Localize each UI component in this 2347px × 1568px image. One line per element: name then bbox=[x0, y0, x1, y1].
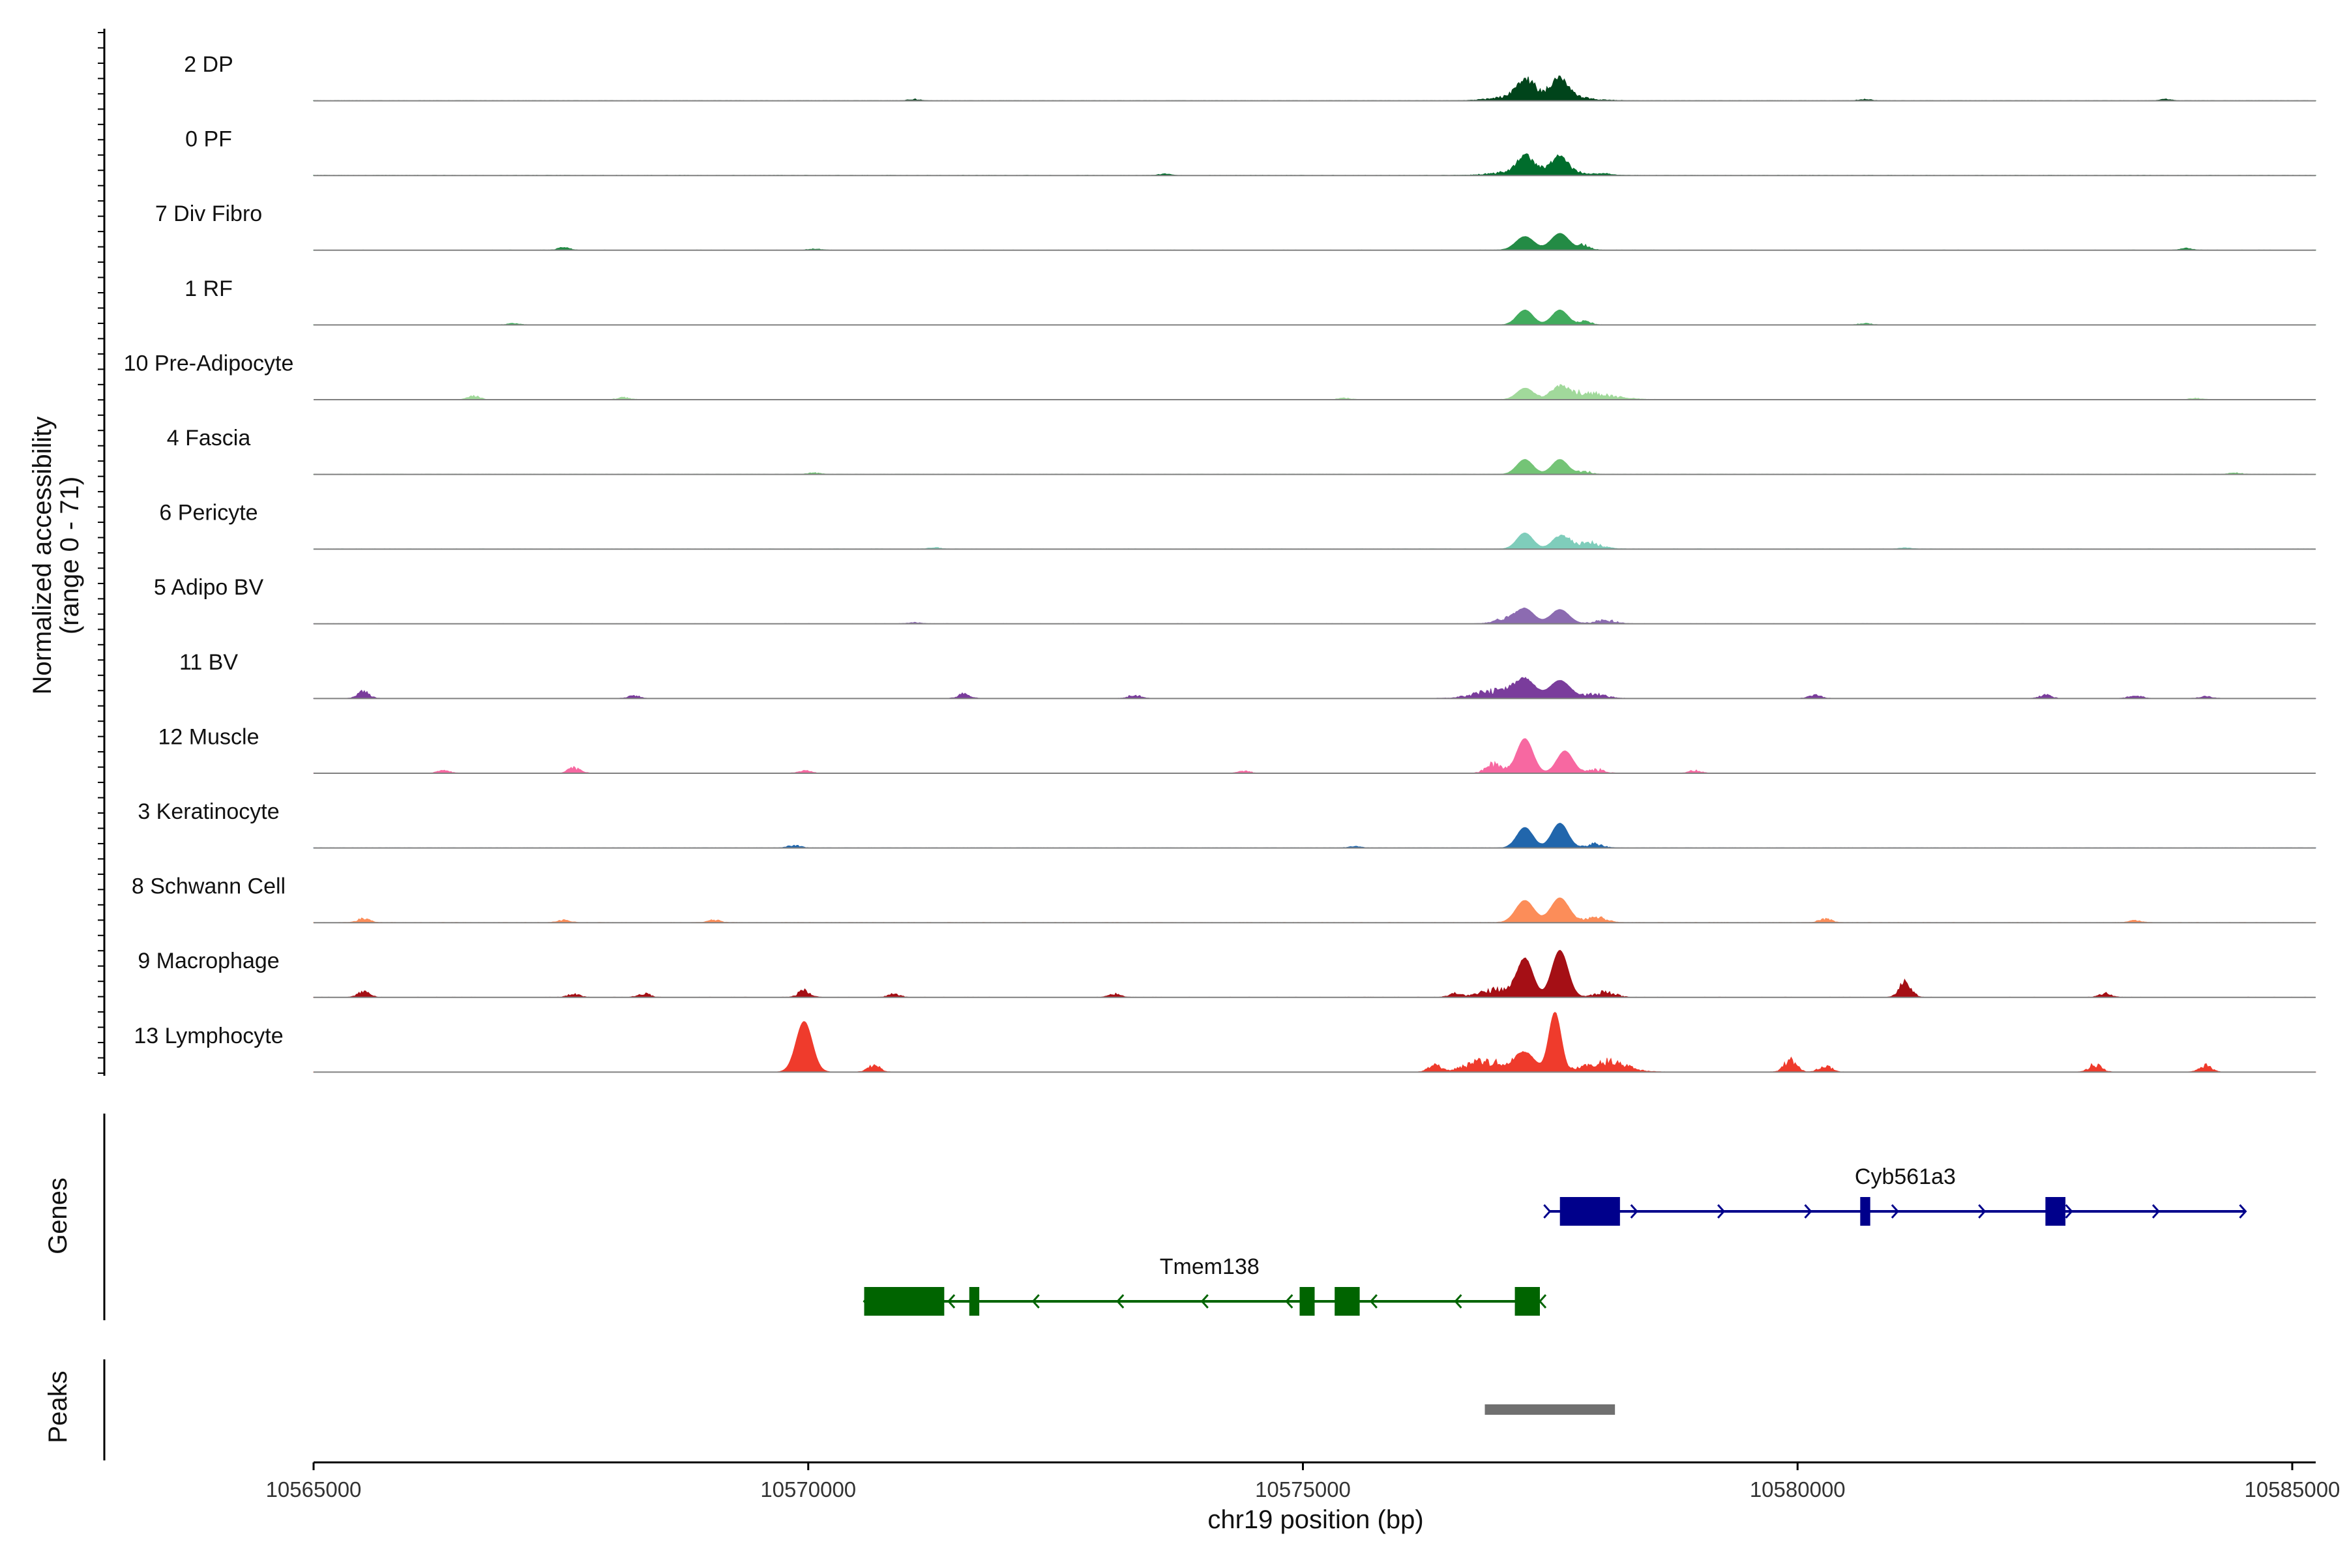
strand-arrow bbox=[1978, 1204, 1986, 1219]
strand-arrow bbox=[1200, 1294, 1209, 1309]
gene: Cyb561a3 bbox=[1543, 1164, 2247, 1226]
strand-arrow bbox=[1369, 1294, 1378, 1309]
x-axis: 10565000 10570000 10575000 10580000 10585000 bbox=[266, 1461, 2340, 1501]
track-label: 7 Div Fibro bbox=[155, 201, 262, 226]
track-label: 6 Pericyte bbox=[159, 501, 258, 525]
strand-arrow bbox=[1543, 1204, 1552, 1219]
x-tick-label: 10585000 bbox=[2245, 1477, 2340, 1501]
track-label: 8 Schwann Cell bbox=[132, 874, 286, 899]
coverage-area bbox=[313, 153, 2316, 176]
coverage-area bbox=[313, 677, 2316, 699]
gene-exon bbox=[1514, 1287, 1540, 1316]
coverage-track: 3 Keratinocyte bbox=[138, 799, 2316, 849]
coverage-track: 10 Pre-Adipocyte bbox=[124, 351, 2316, 400]
strand-arrow bbox=[1031, 1294, 1040, 1309]
peak-region bbox=[1484, 1404, 1616, 1415]
coverage-track: 11 BV bbox=[179, 650, 2316, 700]
y-axis-title-line2: (range 0 - 71) bbox=[55, 477, 84, 634]
coverage-area bbox=[313, 897, 2316, 923]
gene-name: Cyb561a3 bbox=[1855, 1164, 1956, 1189]
coverage-track: 0 PF bbox=[185, 127, 2316, 177]
genes-track-label: Genes bbox=[44, 1177, 72, 1254]
track-label: 3 Keratinocyte bbox=[138, 799, 279, 824]
gene-exon bbox=[1299, 1287, 1315, 1316]
strand-arrow bbox=[1538, 1294, 1547, 1309]
gene-exon bbox=[864, 1287, 945, 1316]
peaks-track-label: Peaks bbox=[44, 1370, 72, 1443]
track-label: 9 Macrophage bbox=[138, 949, 279, 973]
track-label: 4 Fascia bbox=[167, 426, 251, 451]
gene-exon bbox=[1335, 1287, 1360, 1316]
coverage-area bbox=[313, 383, 2316, 400]
coverage-area bbox=[313, 75, 2316, 102]
x-tick-label: 10570000 bbox=[760, 1477, 856, 1501]
coverage-track: 1 RF bbox=[185, 276, 2316, 326]
coverage-area bbox=[313, 532, 2316, 550]
peak-track bbox=[103, 1359, 1616, 1460]
strand-arrow bbox=[2065, 1204, 2073, 1219]
coverage-area bbox=[313, 950, 2316, 998]
coverage-track: 8 Schwann Cell bbox=[132, 874, 2316, 924]
x-tick-label: 10580000 bbox=[1750, 1477, 1846, 1501]
strand-arrow bbox=[947, 1294, 956, 1309]
strand-arrow bbox=[1717, 1204, 1726, 1219]
coverage-track: 6 Pericyte bbox=[159, 501, 2316, 550]
gene-exon bbox=[2045, 1197, 2066, 1226]
coverage-track: 9 Macrophage bbox=[138, 949, 2316, 998]
track-label: 0 PF bbox=[185, 127, 232, 152]
gene-annotation-track: Cyb561a3 Tmem138 bbox=[103, 1114, 2247, 1320]
x-tick-label: 10575000 bbox=[1255, 1477, 1351, 1501]
coverage-area bbox=[313, 738, 2316, 774]
gene-exon bbox=[1860, 1197, 1870, 1226]
track-label: 13 Lymphocyte bbox=[134, 1024, 283, 1048]
coverage-track: 13 Lymphocyte bbox=[134, 1011, 2316, 1073]
coverage-area bbox=[313, 309, 2316, 325]
coverage-area bbox=[313, 1011, 2316, 1072]
gene-name: Tmem138 bbox=[1160, 1254, 1260, 1279]
strand-arrow bbox=[1116, 1294, 1125, 1309]
strand-arrow bbox=[2239, 1204, 2247, 1219]
coverage-area bbox=[313, 822, 2316, 849]
strand-arrow bbox=[1804, 1204, 1812, 1219]
track-label: 5 Adipo BV bbox=[154, 575, 264, 600]
coverage-area bbox=[313, 607, 2316, 625]
coverage-area bbox=[313, 233, 2316, 251]
track-label: 1 RF bbox=[185, 276, 233, 301]
strand-arrow bbox=[1285, 1294, 1293, 1309]
gene-exon bbox=[1559, 1197, 1620, 1226]
x-tick-label: 10565000 bbox=[266, 1477, 362, 1501]
coverage-track: 2 DP bbox=[184, 52, 2316, 102]
y-axis-title-line1: Normalized accessibility bbox=[28, 417, 57, 695]
x-axis-title: chr19 position (bp) bbox=[1207, 1505, 1423, 1534]
strand-arrow bbox=[2152, 1204, 2161, 1219]
strand-arrow bbox=[1891, 1204, 1899, 1219]
coverage-area bbox=[313, 459, 2316, 475]
coverage-track: 5 Adipo BV bbox=[154, 575, 2316, 625]
coverage-tracks: 2 DP 0 PF 7 Div Fibro 1 RF 10 Pre-Adipocyte 4… bbox=[124, 52, 2316, 1073]
coverage-track: 12 Muscle bbox=[158, 724, 2316, 774]
track-label: 11 BV bbox=[179, 650, 238, 675]
track-label: 12 Muscle bbox=[158, 724, 259, 749]
coverage-track: 4 Fascia bbox=[167, 426, 2316, 475]
gene: Tmem138 bbox=[863, 1254, 1547, 1316]
y-axes bbox=[98, 29, 106, 1076]
gene-exon bbox=[969, 1287, 980, 1316]
track-label: 10 Pre-Adipocyte bbox=[124, 351, 294, 376]
strand-arrow bbox=[1454, 1294, 1462, 1309]
strand-arrow bbox=[1630, 1204, 1638, 1219]
coverage-track: 7 Div Fibro bbox=[155, 201, 2316, 251]
track-label: 2 DP bbox=[184, 52, 233, 77]
